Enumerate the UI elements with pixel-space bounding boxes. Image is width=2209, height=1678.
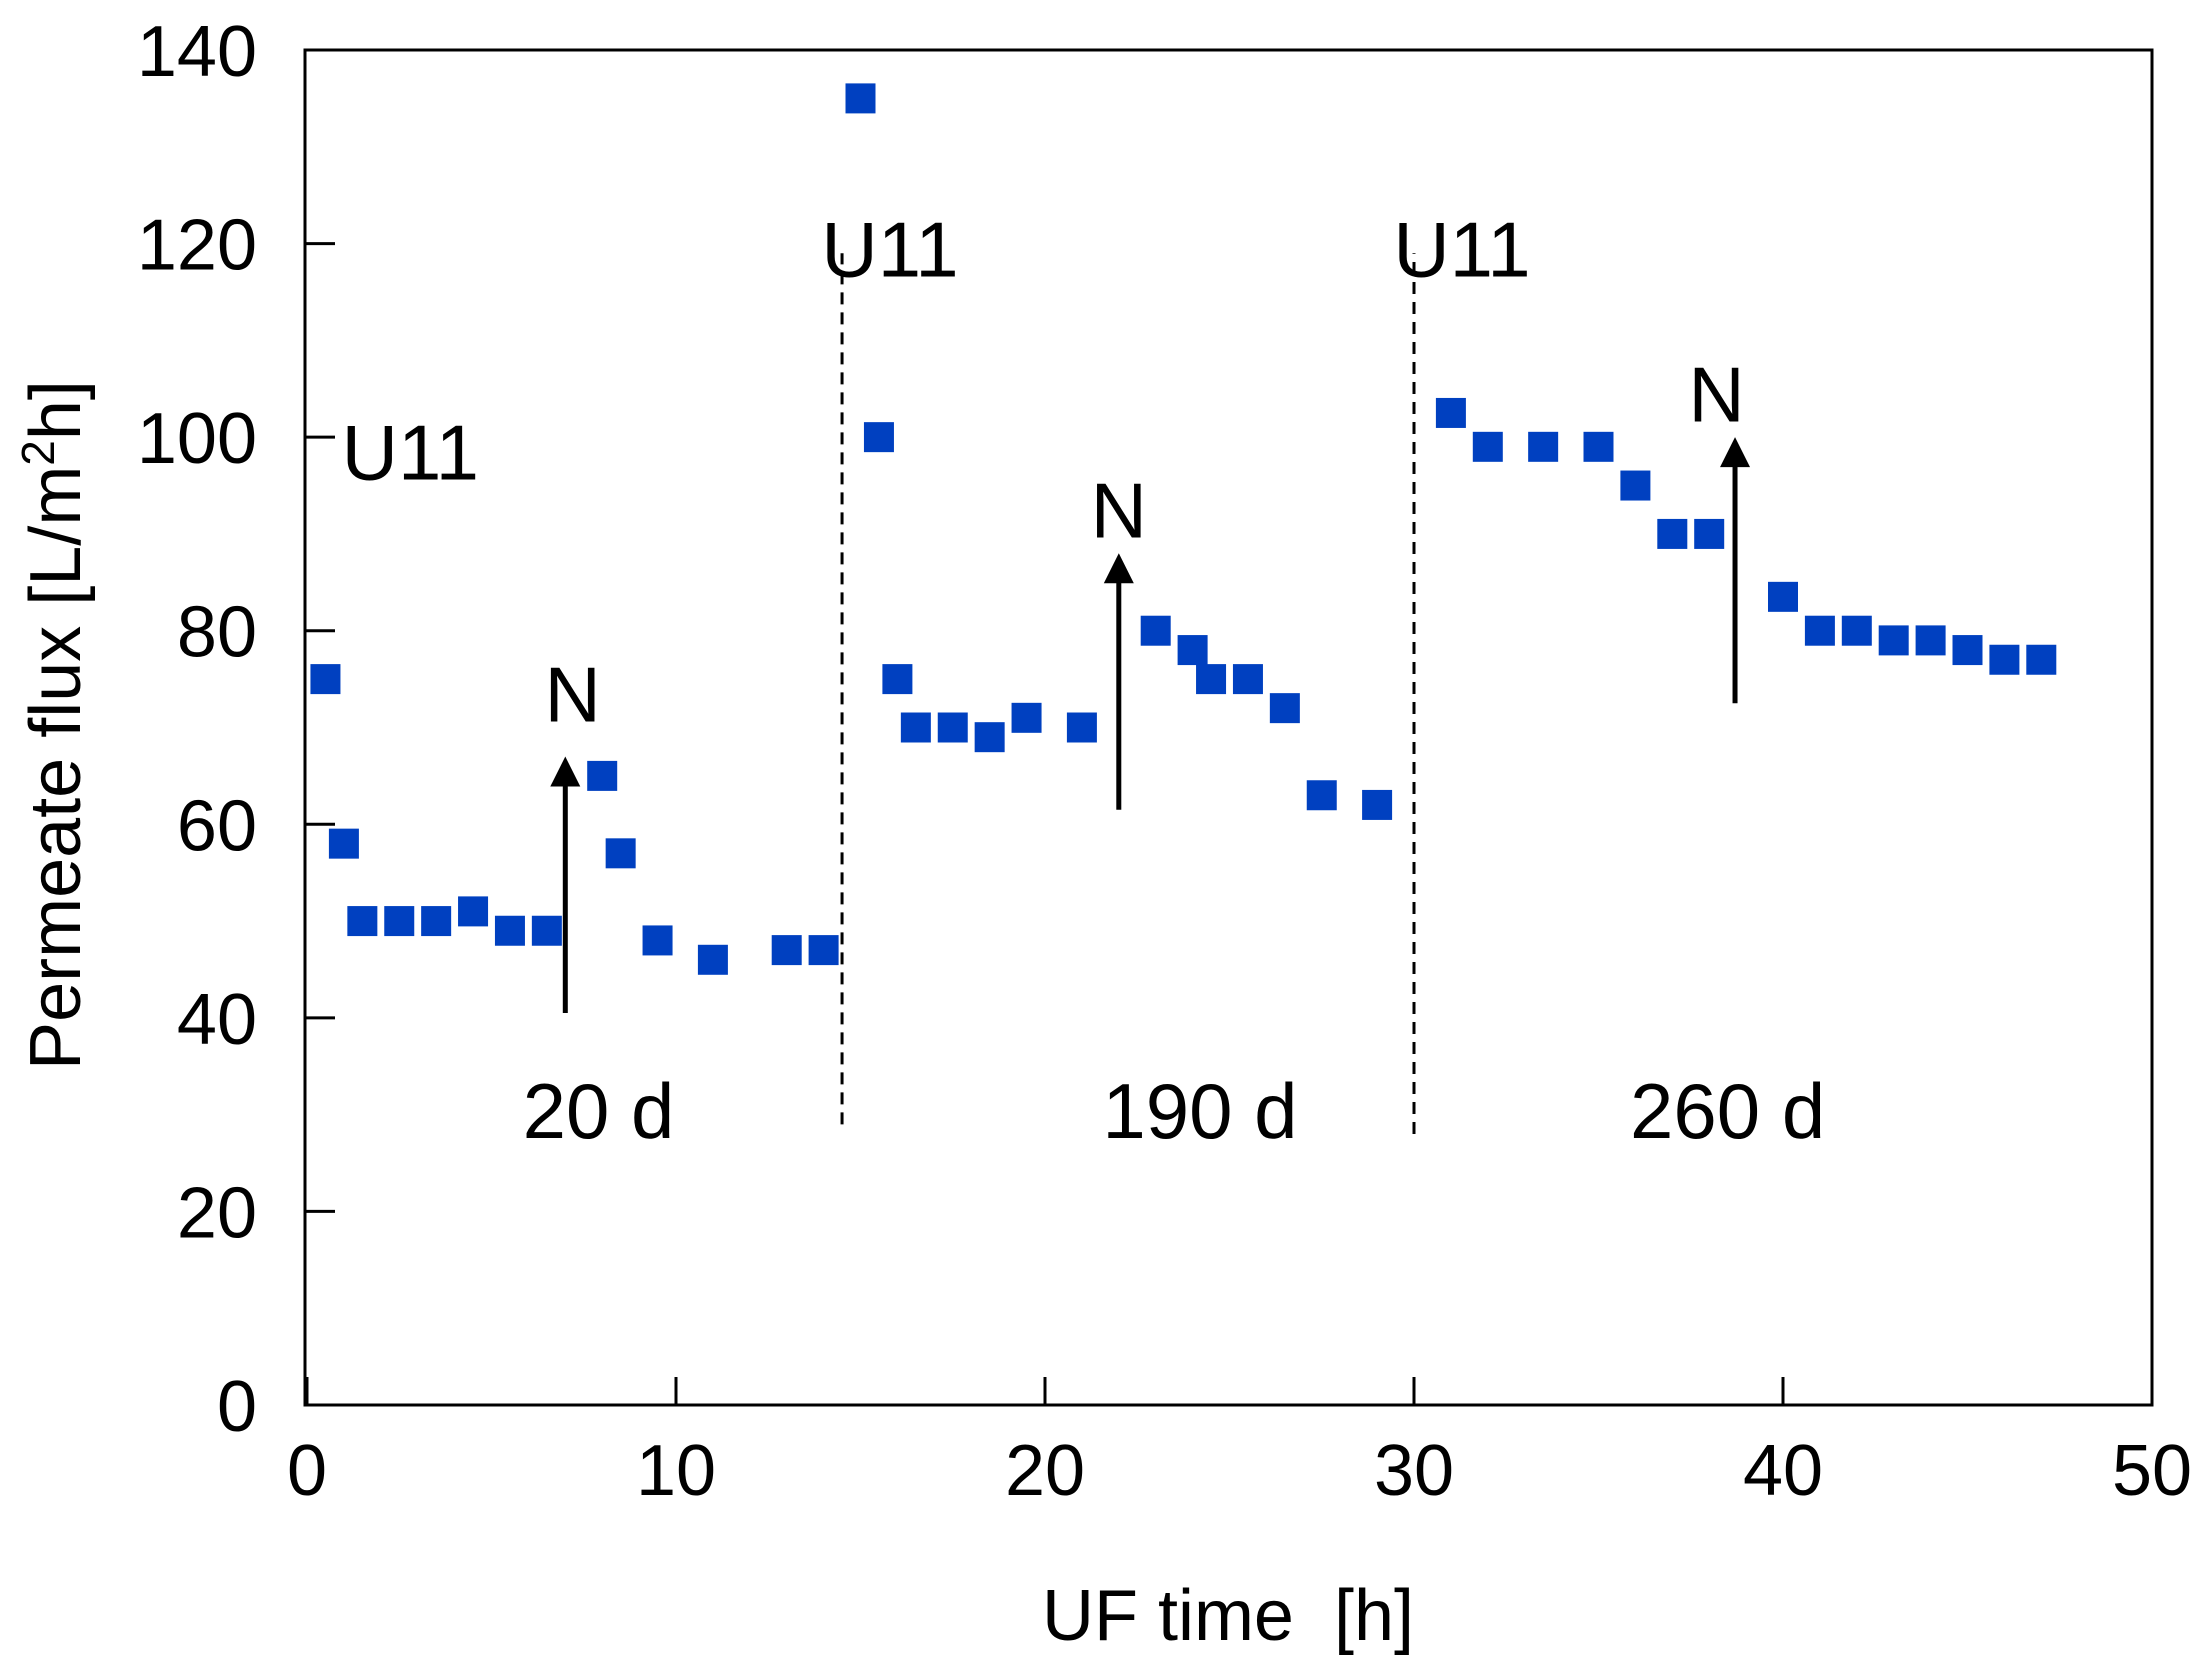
- arrow-head: [550, 756, 581, 787]
- y-axis-label-sup: 2: [12, 440, 64, 466]
- data-point: [1472, 431, 1503, 462]
- data-point: [1657, 518, 1688, 549]
- data-point: [1306, 780, 1337, 811]
- annotation-days-3: 260 d: [1630, 1067, 1825, 1155]
- data-point: [1694, 518, 1725, 549]
- data-point: [1232, 664, 1263, 695]
- ticks-layer: 0 10 20 30 40 50 0 20 40 60 80 100 120 140: [137, 12, 2192, 1511]
- data-point: [771, 935, 802, 966]
- data-point: [937, 712, 968, 743]
- arrow-head: [1103, 553, 1134, 584]
- data-point: [458, 896, 489, 927]
- data-point: [1804, 615, 1835, 646]
- data-point: [1989, 644, 2020, 675]
- y-tick-label: 0: [217, 1367, 257, 1447]
- y-tick-label: 120: [137, 206, 257, 286]
- x-tick-label: 40: [1743, 1431, 1823, 1511]
- data-point: [1140, 615, 1171, 646]
- data-point: [882, 664, 913, 695]
- annotations-layer: U11 N 20 d U11 N 190 d U11 N 260 d: [342, 205, 1826, 1154]
- points-layer: [310, 83, 2057, 975]
- arrow-head: [1720, 437, 1751, 468]
- data-point: [328, 828, 359, 859]
- x-tick-label: 30: [1374, 1431, 1454, 1511]
- data-point: [605, 838, 636, 869]
- data-point: [1952, 635, 1983, 666]
- plot-frame: [303, 48, 2154, 1407]
- annotation-n-3: N: [1688, 351, 1744, 439]
- data-point: [697, 944, 728, 975]
- data-point: [1066, 712, 1097, 743]
- dividers-layer: [840, 253, 1416, 1134]
- x-axis-label: UF time [h]: [1042, 1576, 1414, 1656]
- annotation-u11-2: U11: [821, 205, 958, 293]
- data-point: [494, 915, 525, 946]
- y-axis-label-main: Permeate flux [L/m: [16, 466, 96, 1070]
- data-point: [808, 935, 839, 966]
- data-point: [1915, 625, 1946, 656]
- annotation-days-2: 190 d: [1102, 1067, 1297, 1155]
- data-point: [384, 906, 415, 937]
- data-point: [310, 664, 341, 695]
- data-point: [1528, 431, 1559, 462]
- data-point: [1768, 581, 1798, 612]
- data-point: [845, 83, 876, 114]
- annotation-n-2: N: [1091, 467, 1147, 555]
- y-tick-label: 40: [177, 980, 257, 1060]
- data-point: [1177, 635, 1208, 666]
- y-tick-label: 100: [137, 399, 257, 479]
- x-tick-label: 0: [287, 1431, 327, 1511]
- x-tick-label: 50: [2112, 1431, 2192, 1511]
- arrows-layer: [550, 437, 1751, 1014]
- data-point: [1878, 625, 1909, 656]
- x-tick-label: 10: [636, 1431, 716, 1511]
- data-point: [531, 915, 562, 946]
- y-axis-label: Permeate flux [L/m2h]: [12, 380, 96, 1070]
- data-point: [863, 422, 894, 453]
- data-point: [1011, 702, 1042, 733]
- x-tick-label: 20: [1005, 1431, 1085, 1511]
- y-tick-label: 140: [137, 12, 257, 92]
- y-tick-label: 60: [177, 786, 257, 866]
- data-point: [974, 722, 1005, 753]
- y-axis-label-end: h]: [16, 380, 96, 440]
- data-point: [2026, 644, 2057, 675]
- annotation-n-1: N: [545, 651, 601, 739]
- data-point: [642, 925, 673, 956]
- data-point: [421, 906, 452, 937]
- annotation-u11-1: U11: [342, 409, 479, 497]
- data-point: [1196, 664, 1227, 695]
- data-point: [1435, 397, 1466, 428]
- data-point: [1269, 693, 1300, 724]
- data-point: [900, 712, 931, 743]
- data-point: [1841, 615, 1872, 646]
- y-tick-label: 80: [177, 593, 257, 673]
- data-point: [587, 760, 618, 791]
- data-point: [1583, 431, 1614, 462]
- annotation-u11-3: U11: [1393, 205, 1530, 293]
- data-point: [347, 906, 378, 937]
- annotation-days-1: 20 d: [523, 1067, 675, 1155]
- data-point: [1362, 789, 1393, 820]
- y-tick-label: 20: [177, 1173, 257, 1253]
- data-point: [1620, 470, 1651, 501]
